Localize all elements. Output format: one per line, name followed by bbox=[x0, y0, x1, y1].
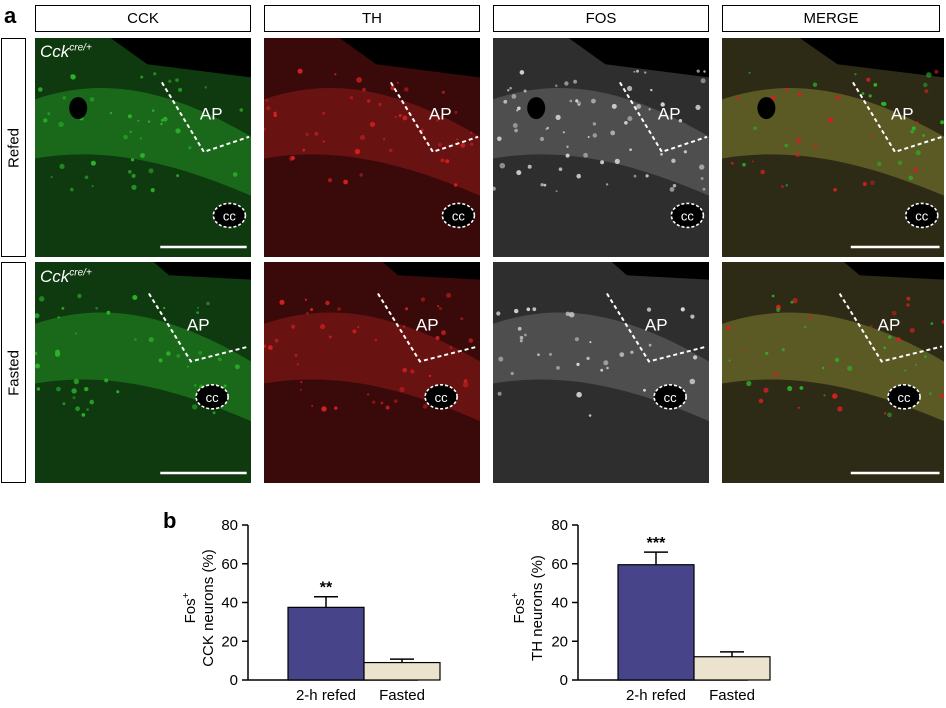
micrograph-refed-merge: AP cc bbox=[722, 38, 944, 257]
svg-text:cc: cc bbox=[452, 208, 466, 223]
chart1-category-label: Fasted bbox=[379, 687, 425, 704]
micrograph-refed-th: AP cc bbox=[264, 38, 480, 257]
chart2-y-tick-label: 40 bbox=[551, 595, 568, 612]
genotype-superscript: cre/+ bbox=[69, 267, 92, 279]
svg-text:cc: cc bbox=[223, 208, 237, 223]
chart1-significance: ** bbox=[320, 580, 333, 597]
chart1-bar-fasted bbox=[363, 661, 441, 681]
row-label-fasted: Fasted bbox=[5, 349, 22, 396]
svg-text:cc: cc bbox=[915, 208, 929, 223]
micrograph-fasted-cck: AP cc bbox=[35, 262, 251, 483]
column-header-cck: CCK bbox=[35, 5, 251, 32]
micrograph-fasted-merge: AP cc bbox=[722, 262, 944, 483]
panel-b-letter: b bbox=[163, 508, 177, 533]
column-header-fos: FOS bbox=[493, 5, 709, 32]
svg-text:cc: cc bbox=[435, 390, 449, 405]
chart-th-fos: 0 20 40 60 80 *** 2-h refed Fasted bbox=[530, 515, 790, 705]
chart1-bar-refed bbox=[287, 606, 365, 681]
chart2-significance: *** bbox=[647, 535, 666, 552]
chart2-ylabel-sup: + bbox=[510, 592, 521, 599]
row-label-refed: Refed bbox=[5, 127, 22, 168]
chart2-y-tick-label: 20 bbox=[551, 633, 568, 650]
svg-text:AP: AP bbox=[429, 104, 452, 123]
svg-text:AP: AP bbox=[658, 104, 681, 123]
svg-text:AP: AP bbox=[416, 316, 439, 335]
micrograph-fasted-fos: AP cc bbox=[493, 262, 709, 483]
panel-a-letter: a bbox=[4, 3, 17, 28]
chart2-y-tick-label: 60 bbox=[551, 556, 568, 573]
chart2-y-tick-label: 80 bbox=[551, 517, 568, 534]
micrograph-fasted-th: AP cc bbox=[264, 262, 480, 483]
chart1-ylabel-sup: + bbox=[181, 592, 192, 599]
genotype-label-refed: Cckcre/+ bbox=[40, 42, 92, 62]
micrograph-refed-cck: AP cc bbox=[35, 38, 251, 257]
column-header-merge: MERGE bbox=[722, 5, 940, 32]
svg-text:AP: AP bbox=[200, 104, 223, 123]
chart1-y-tick-label: 0 bbox=[230, 672, 238, 689]
micrograph-refed-fos: AP cc bbox=[493, 38, 709, 257]
chart2-ylabel-top: Fos bbox=[511, 598, 528, 624]
chart1-category-label: 2-h refed bbox=[296, 687, 356, 704]
genotype-name: Cck bbox=[40, 267, 70, 286]
svg-text:AP: AP bbox=[878, 316, 901, 335]
svg-text:cc: cc bbox=[664, 390, 678, 405]
svg-text:cc: cc bbox=[681, 208, 695, 223]
svg-text:AP: AP bbox=[891, 104, 914, 123]
chart2-category-label: 2-h refed bbox=[626, 687, 686, 704]
chart2-category-label: Fasted bbox=[709, 687, 755, 704]
chart1-error-bar bbox=[390, 658, 414, 663]
genotype-label-fasted: Cckcre/+ bbox=[40, 267, 92, 287]
chart2-y-tick-label: 0 bbox=[560, 672, 568, 689]
chart1-error-bar bbox=[314, 595, 338, 608]
row-header-refed: Refed bbox=[1, 38, 26, 257]
row-header-fasted: Fasted bbox=[1, 262, 26, 483]
genotype-name: Cck bbox=[40, 42, 70, 61]
chart1-ylabel-top: Fos bbox=[182, 598, 199, 624]
chart-cck-fos: 0 20 40 60 80 ** 2-h refed Fasted bbox=[200, 515, 460, 705]
svg-text:AP: AP bbox=[187, 316, 210, 335]
svg-text:cc: cc bbox=[898, 390, 912, 405]
chart2-bar-refed bbox=[617, 564, 695, 681]
chart1-y-tick-label: 60 bbox=[221, 556, 238, 573]
chart1-y-tick-label: 20 bbox=[221, 633, 238, 650]
column-header-th: TH bbox=[264, 5, 480, 32]
chart2-bar-fasted bbox=[693, 656, 771, 681]
chart1-y-tick-label: 40 bbox=[221, 595, 238, 612]
chart2-error-bar bbox=[720, 651, 744, 657]
chart2-error-bar bbox=[644, 551, 668, 565]
svg-text:AP: AP bbox=[645, 316, 668, 335]
chart1-y-tick-label: 80 bbox=[221, 517, 238, 534]
svg-text:cc: cc bbox=[206, 390, 220, 405]
genotype-superscript: cre/+ bbox=[69, 42, 92, 54]
